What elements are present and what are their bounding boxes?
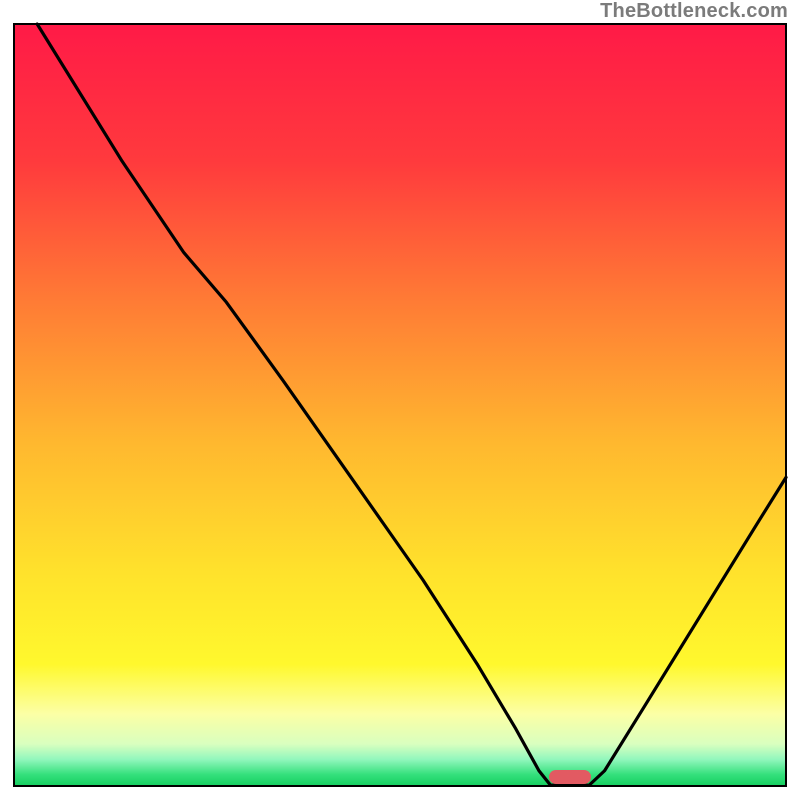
watermark-text: TheBottleneck.com: [600, 0, 788, 23]
chart-svg: [0, 0, 800, 800]
bottleneck-chart: TheBottleneck.com: [0, 0, 800, 800]
